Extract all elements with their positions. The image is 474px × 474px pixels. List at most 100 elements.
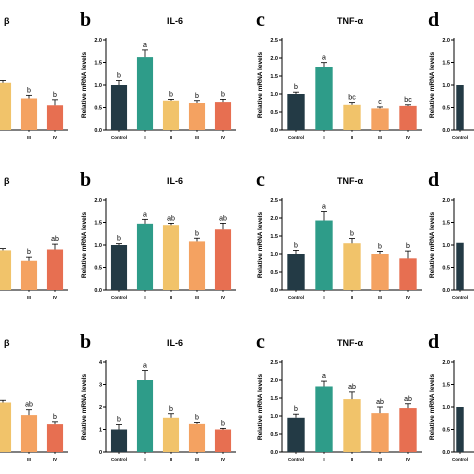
x-tick-label: Control [288,295,304,300]
x-tick-label: I [323,295,324,300]
y-axis-label: Relative mRNA levels [429,52,436,119]
bar-Control [287,254,305,290]
panel-letter-b: b [80,331,91,353]
y-tick-label: 1.0 [442,405,450,411]
y-tick-label: 0.5 [94,106,102,112]
bar-II [343,104,361,130]
bar-II [343,243,361,290]
significance-label: b [53,414,57,421]
x-tick-label: I [323,457,324,462]
x-tick-label: III [195,135,199,140]
significance-label: b [406,243,410,250]
bar-IV [46,249,64,290]
chart-title: TNF-α [337,16,363,26]
chart-title: IL-6 [167,16,183,26]
y-tick-label: 2.5 [270,198,278,204]
x-tick-label: III [378,135,382,140]
significance-label: b [117,417,121,424]
chart-title: TNF-α [337,338,363,348]
bar-III [188,103,206,130]
significance-label: ab [167,215,175,222]
bar-IV [46,424,64,452]
x-tick-label: IV [406,135,410,140]
bar-IV [214,102,232,130]
y-tick-label: 2.5 [270,38,278,44]
significance-label: b [195,230,199,237]
bar-group [0,82,12,130]
y-tick-label: 0.5 [270,270,278,276]
x-tick-label: IV [53,457,57,462]
bar-I [315,386,333,452]
significance-label: bc [404,97,412,104]
y-tick-label: 0.0 [270,128,278,134]
chart-title: β [4,338,10,348]
bar-Control [110,245,128,290]
significance-label: b [169,406,173,413]
panel-letter-d: d [428,331,439,353]
x-tick-label: II [170,457,173,462]
significance-label: b [117,73,121,80]
significance-label: b [27,249,31,256]
significance-label: a [143,211,147,218]
y-tick-label: 0.5 [442,428,450,434]
significance-label: b [27,87,31,94]
bar-III [20,415,38,452]
bar-IV [214,429,232,452]
bar-IV [399,408,417,452]
bar-Control [287,417,305,452]
y-tick-label: 0.5 [270,110,278,116]
x-tick-label: II [170,135,173,140]
y-tick-label: 2.0 [442,198,450,204]
y-tick-label: 1.5 [442,61,450,67]
y-tick-label: 1.5 [94,221,102,227]
y-tick-label: 2.0 [94,38,102,44]
x-tick-label: III [195,295,199,300]
y-tick-label: 1 [99,428,102,434]
x-tick-label: Control [111,135,127,140]
y-axis-label: Relative mRNA levels [429,212,436,279]
x-tick-label: II [351,135,354,140]
y-tick-label: 2.0 [442,360,450,366]
significance-label: ab [376,399,384,406]
x-tick-label: I [144,135,145,140]
significance-label: b [169,91,173,98]
significance-label: b [195,93,199,100]
y-tick-label: 2 [99,405,102,411]
y-tick-label: 3 [99,383,102,389]
significance-label: b [294,242,298,249]
y-tick-label: 0.0 [270,288,278,294]
y-tick-label: 1.0 [442,243,450,249]
x-tick-label: Control [111,457,127,462]
panel-letter-c: c [256,169,265,191]
chart-title: β [4,176,10,186]
bar-Control [456,85,464,130]
bar-IV [399,105,417,130]
bar-IV [214,229,232,290]
x-tick-label: Control [452,135,468,140]
bar-Control [110,429,128,452]
bar-III [20,260,38,290]
panel-letter-c: c [256,331,265,353]
significance-label: b [221,91,225,98]
significance-label: ab [51,236,59,243]
x-tick-label: Control [452,295,468,300]
y-tick-label: 1.0 [270,414,278,420]
y-tick-label: 0.5 [94,266,102,272]
y-tick-label: 0.0 [94,288,102,294]
x-tick-label: III [27,457,31,462]
y-tick-label: 1.5 [270,396,278,402]
x-tick-label: III [27,295,31,300]
bar-I [315,67,333,130]
x-tick-label: I [323,135,324,140]
panel-letter-b: b [80,9,91,31]
significance-label: b [294,406,298,413]
significance-label: ab [404,396,412,403]
bar-IV [399,258,417,290]
bar-I [136,380,154,452]
significance-label: a [143,363,147,370]
y-tick-label: 1.5 [442,383,450,389]
y-tick-label: 2.5 [270,360,278,366]
y-axis-label: Relative mRNA levels [257,374,264,441]
y-tick-label: 0.0 [442,450,450,456]
